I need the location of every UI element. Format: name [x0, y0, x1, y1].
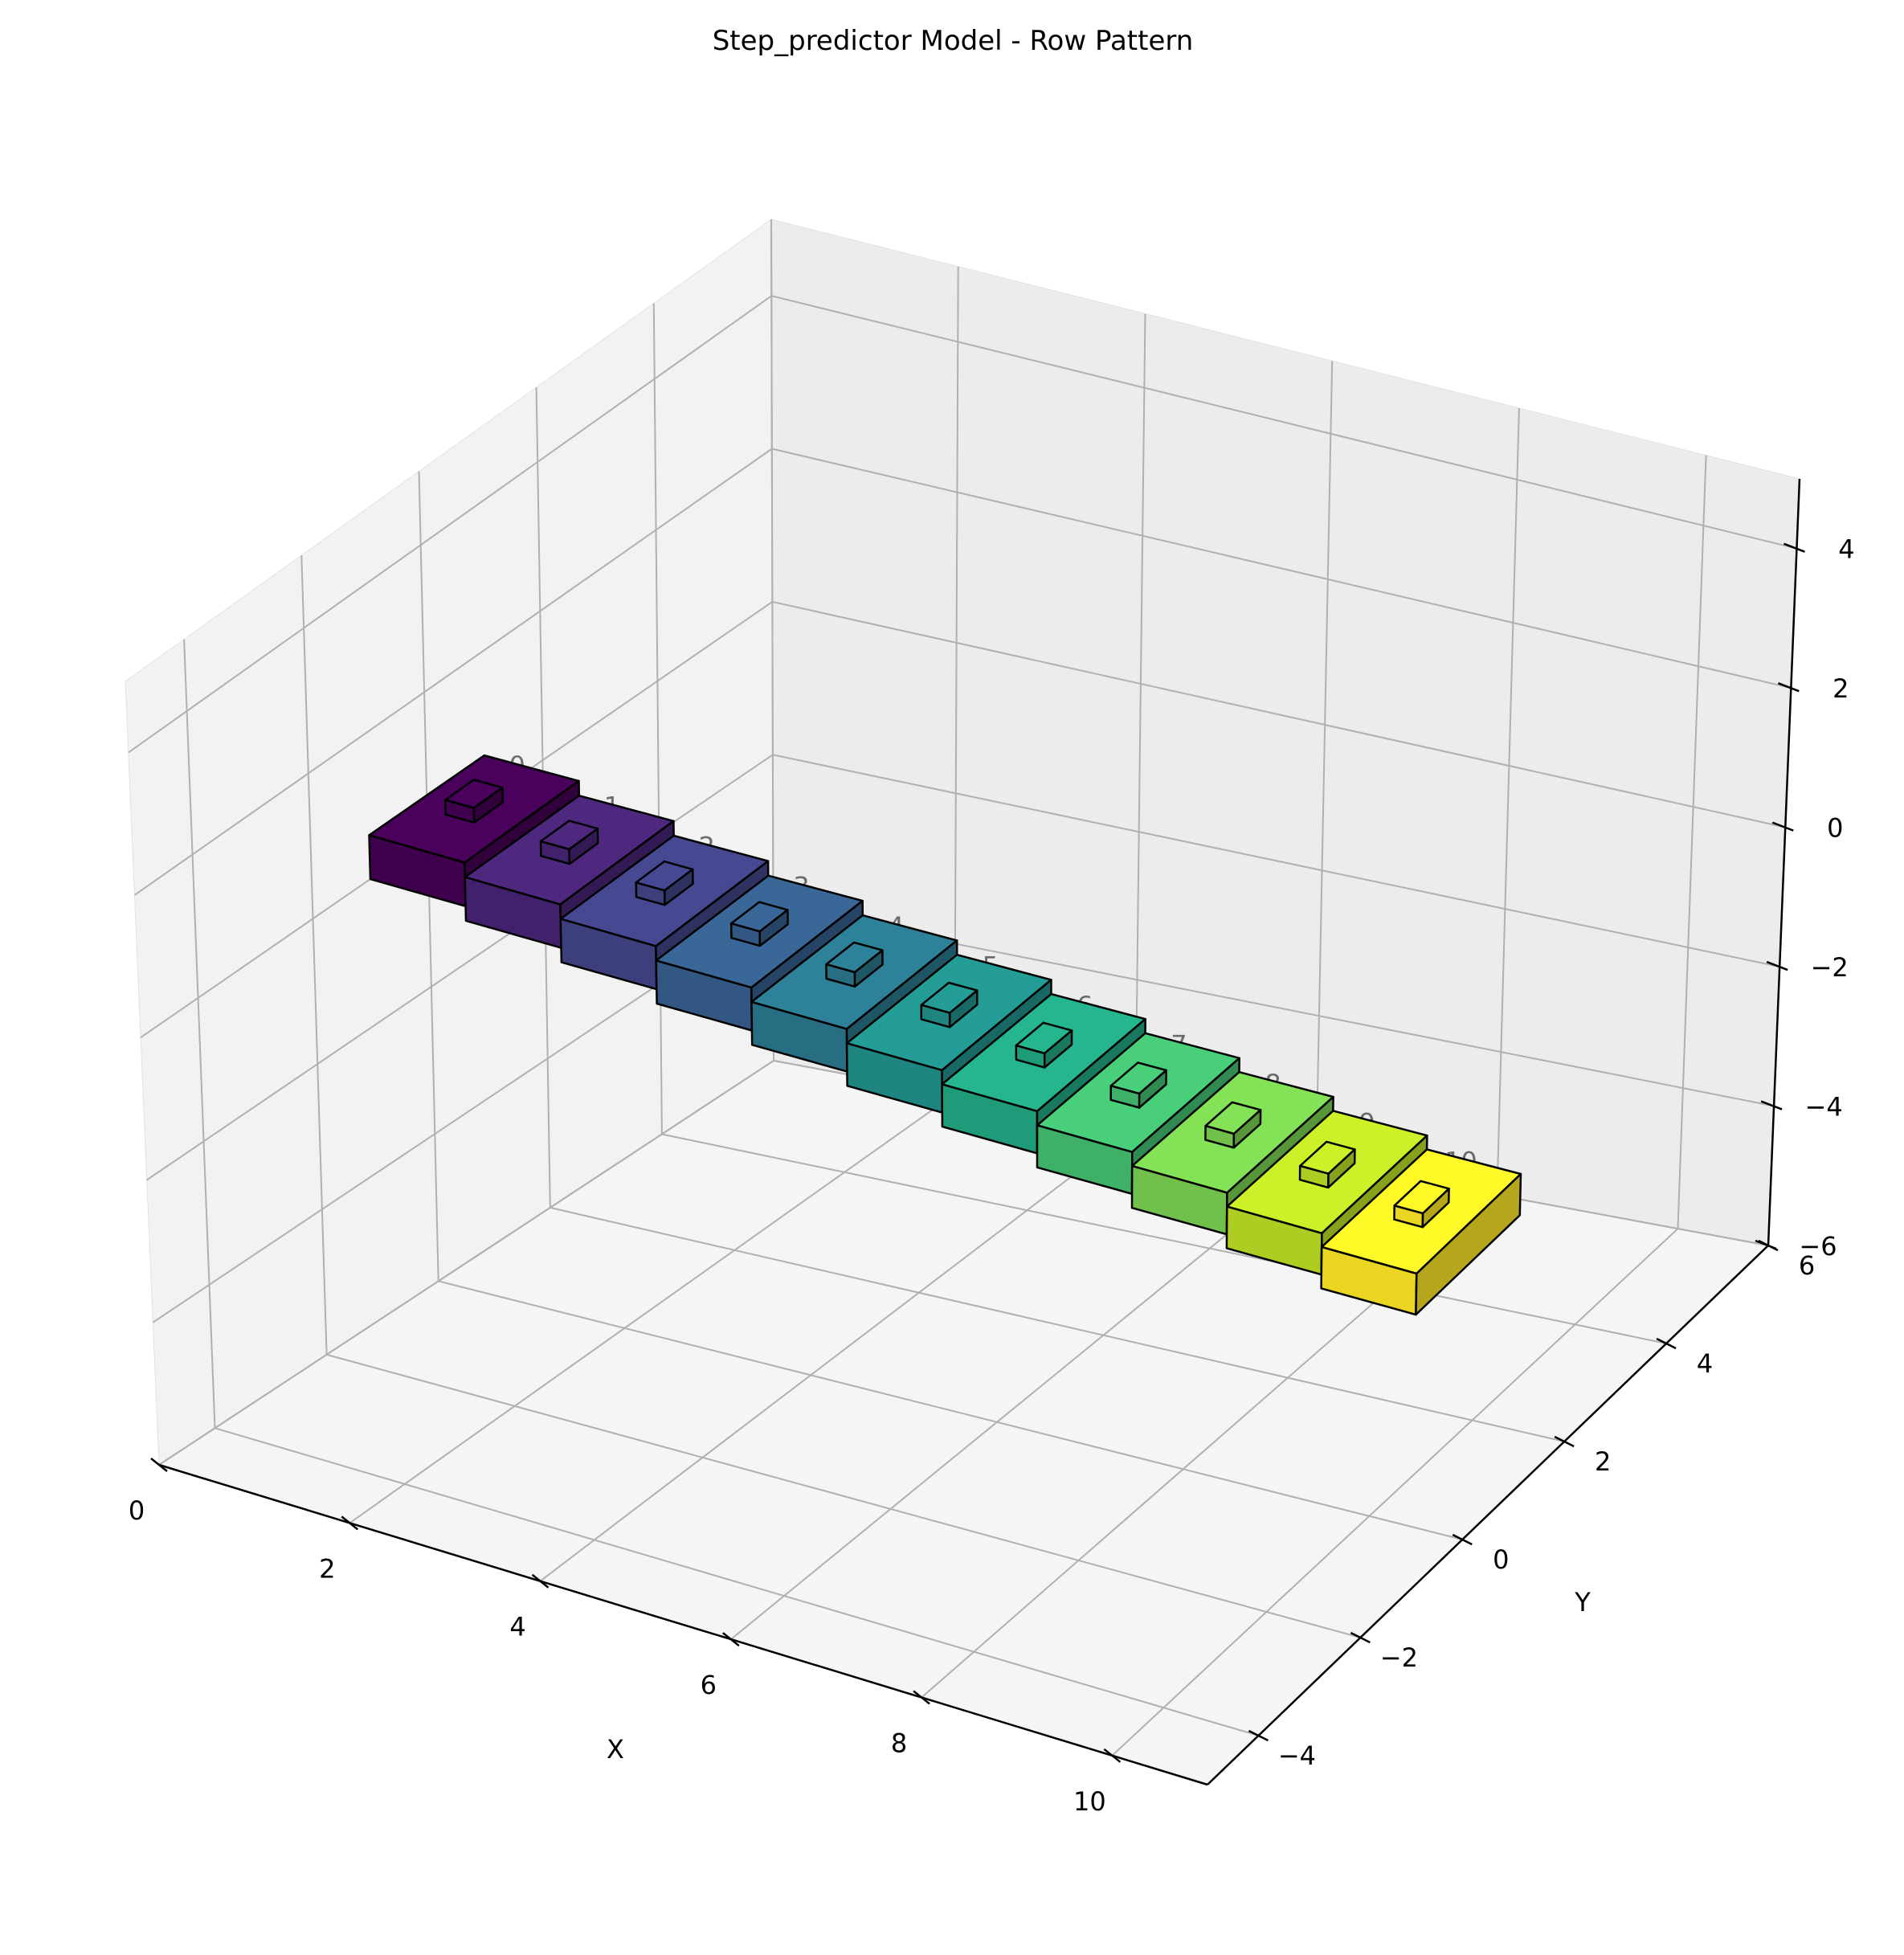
- y-tick-label: 4: [1697, 1348, 1713, 1379]
- z-tick-mark: [1777, 682, 1800, 693]
- y-axis-label: Y: [1574, 1587, 1591, 1618]
- x-tick-mark: [150, 1458, 168, 1472]
- chart-title: Step_predictor Model - Row Pattern: [713, 25, 1194, 57]
- y-tick-mark: [1248, 1729, 1269, 1742]
- x-tick-mark: [1103, 1748, 1122, 1763]
- x-tick-label: 8: [891, 1728, 907, 1758]
- x-tick-label: 2: [319, 1553, 335, 1584]
- z-tick-mark: [1783, 542, 1805, 553]
- block-cap-side: [1327, 1148, 1356, 1189]
- x-tick-mark: [341, 1515, 359, 1531]
- block-cap: [1298, 1140, 1356, 1189]
- block-cap: [1393, 1180, 1450, 1229]
- block-cap-side: [1421, 1188, 1450, 1229]
- x-tick-label: 0: [129, 1495, 145, 1526]
- block-cap: [729, 901, 789, 947]
- z-tick-label: −2: [1811, 952, 1849, 983]
- z-tick-mark: [1755, 1239, 1777, 1250]
- block-cap: [825, 941, 884, 988]
- block-body-side: [1415, 1172, 1522, 1316]
- z-tick-label: 2: [1832, 673, 1849, 704]
- z-tick-mark: [1771, 821, 1794, 832]
- block-cap: [635, 860, 694, 906]
- y-tick-label: −4: [1278, 1740, 1316, 1771]
- x-tick-label: 10: [1073, 1786, 1106, 1817]
- y-tick-label: −2: [1380, 1642, 1418, 1673]
- z-tick-mark: [1766, 960, 1788, 971]
- x-tick-label: 6: [701, 1670, 717, 1700]
- y-tick-label: 6: [1799, 1250, 1815, 1281]
- z-tick-mark: [1760, 1100, 1783, 1110]
- x-tick-mark: [722, 1632, 740, 1647]
- block-cap-side: [1232, 1109, 1262, 1149]
- z-tick-label: 0: [1827, 813, 1843, 844]
- block-cap: [920, 981, 979, 1029]
- y-tick-label: 2: [1595, 1446, 1611, 1477]
- z-tick-label: −6: [1799, 1231, 1837, 1262]
- block-cap-side: [568, 827, 599, 865]
- z-tick-label: −4: [1805, 1092, 1843, 1123]
- block-cap: [443, 779, 505, 824]
- y-tick-mark: [1350, 1631, 1371, 1644]
- block-cap: [1109, 1061, 1167, 1109]
- grid-line-z: [146, 754, 1780, 1181]
- axis-lines: [158, 478, 1801, 1786]
- block-cap-side: [948, 989, 979, 1029]
- block-cap: [1204, 1101, 1262, 1149]
- y-tick-mark: [1656, 1337, 1677, 1350]
- block-cap-side: [1138, 1069, 1167, 1109]
- y-tick-label: 0: [1493, 1544, 1509, 1575]
- y-axis-line: [1207, 1245, 1769, 1785]
- block-cap-side: [472, 787, 505, 824]
- x-tick-mark: [913, 1690, 930, 1705]
- block-cap-side: [853, 949, 884, 988]
- y-tick-mark: [1452, 1533, 1473, 1546]
- block-cap-side: [663, 868, 694, 906]
- grid-line-z: [133, 448, 1792, 896]
- x-axis-line: [158, 1463, 1208, 1786]
- grid-line-z: [128, 295, 1797, 754]
- z-axis-line: [1767, 478, 1801, 1246]
- block-cap: [1015, 1021, 1073, 1069]
- x-tick-label: 4: [509, 1612, 525, 1642]
- block-10: 10: [1320, 1147, 1522, 1316]
- x-tick-mark: [531, 1573, 550, 1589]
- data-blocks: 012345678910: [368, 751, 1522, 1316]
- x-axis-label: X: [607, 1734, 624, 1765]
- block-cap-side: [758, 909, 789, 947]
- z-tick-label: 4: [1838, 534, 1854, 565]
- grid-line-z: [140, 600, 1786, 1039]
- block-cap: [539, 820, 599, 865]
- y-tick-mark: [1554, 1435, 1575, 1448]
- block-cap-side: [1043, 1029, 1073, 1069]
